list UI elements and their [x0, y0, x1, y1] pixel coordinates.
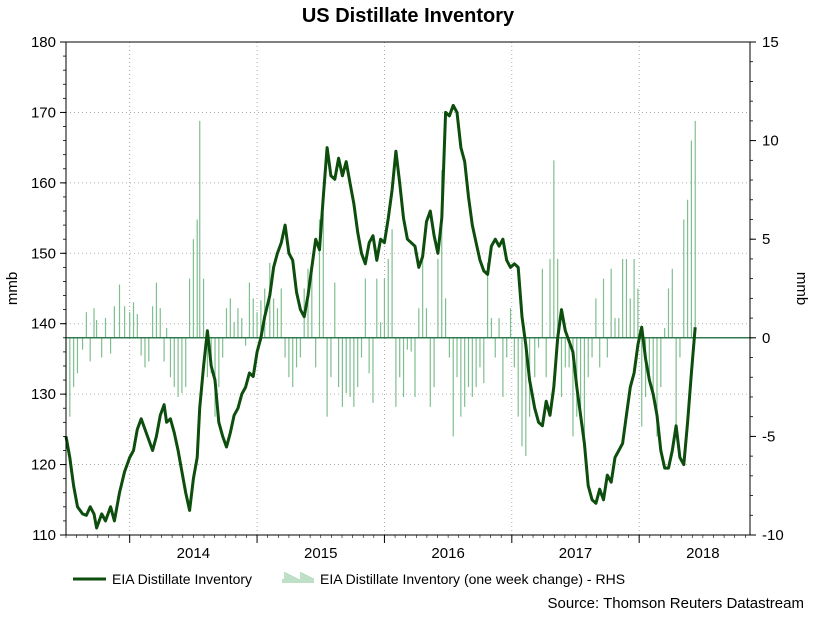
- left-tick-label: 150: [31, 245, 56, 262]
- left-tick-label: 120: [31, 457, 56, 474]
- legend-label-weekly-change: EIA Distillate Inventory (one week chang…: [320, 571, 625, 587]
- right-tick-label: 10: [762, 133, 779, 150]
- left-axis-label: mmb: [4, 272, 21, 305]
- x-tick-label: 2014: [177, 545, 210, 562]
- right-tick-label: 5: [762, 231, 770, 248]
- legend: EIA Distillate Inventory EIA Distillate …: [73, 571, 625, 587]
- left-tick-label: 110: [32, 527, 56, 544]
- legend-label-inventory: EIA Distillate Inventory: [112, 571, 252, 587]
- source-note: Source: Thomson Reuters Datastream: [547, 595, 804, 612]
- x-tick-label: 2017: [559, 545, 592, 562]
- right-tick-label: -5: [762, 428, 775, 445]
- left-tick-label: 140: [31, 316, 56, 333]
- chart-title: US Distillate Inventory: [302, 5, 515, 27]
- right-axis-label: mmb: [793, 272, 810, 305]
- left-tick-label: 160: [31, 175, 56, 192]
- plot-frame: [65, 41, 751, 536]
- weekly-change-bars: [65, 120, 696, 457]
- legend-bar-swatch: [282, 572, 314, 583]
- left-tick-label: 170: [31, 104, 56, 121]
- right-tick-label: -10: [762, 527, 784, 544]
- chart-grid: [66, 41, 750, 536]
- x-axis: 2014 2015 2016 2017 2018: [65, 535, 746, 562]
- left-tick-label: 130: [31, 386, 56, 403]
- x-tick-label: 2018: [686, 545, 719, 562]
- x-tick-label: 2015: [304, 545, 337, 562]
- x-tick-label: 2016: [431, 545, 464, 562]
- right-tick-label: 15: [762, 34, 779, 51]
- left-tick-label: 180: [31, 34, 56, 51]
- right-tick-label: 0: [762, 330, 770, 347]
- inventory-line: [64, 103, 697, 530]
- left-y-axis: 110 120 130 140 150 160 170 180: [31, 34, 66, 544]
- right-y-axis: -10 -5 0 5 10 15: [750, 34, 784, 544]
